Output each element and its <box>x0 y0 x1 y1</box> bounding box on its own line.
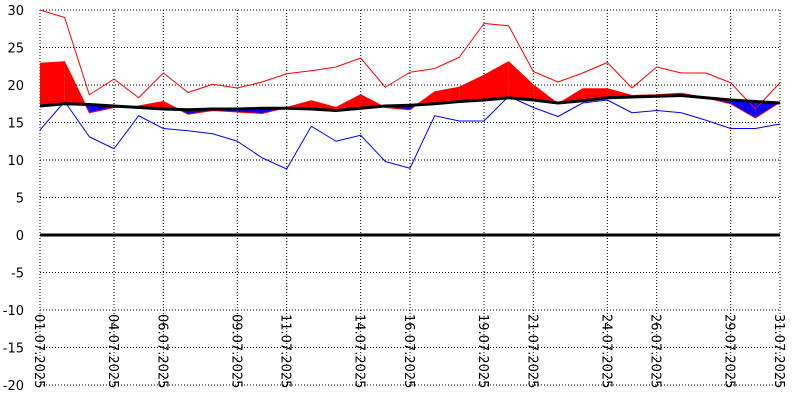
x-tick-label: 16.07.2025 <box>401 314 416 388</box>
grid <box>39 9 781 386</box>
x-tick-label: 21.07.2025 <box>524 314 539 388</box>
y-tick-label: 20 <box>7 79 24 94</box>
y-tick-label: -20 <box>3 379 24 394</box>
y-tick-label: -15 <box>3 342 24 357</box>
x-tick-label: 26.07.2025 <box>648 314 663 388</box>
y-tick-label: 30 <box>7 4 24 19</box>
x-tick-label: 09.07.2025 <box>228 314 243 388</box>
y-tick-label: -5 <box>11 267 24 282</box>
max-temperature-line <box>39 9 781 110</box>
below-normal-area <box>730 100 756 118</box>
above-normal-area <box>434 87 460 104</box>
x-tick-label: 29.07.2025 <box>722 314 737 388</box>
x-tick-label: 11.07.2025 <box>278 314 293 388</box>
x-tick-label: 01.07.2025 <box>31 314 46 388</box>
y-tick-label: -10 <box>3 304 24 319</box>
above-normal-area <box>40 61 65 106</box>
x-tick-label: 06.07.2025 <box>154 314 169 388</box>
y-tick-label: 15 <box>7 117 24 132</box>
x-tick-label: 14.07.2025 <box>352 314 367 388</box>
x-tick-label: 24.07.2025 <box>598 314 613 388</box>
y-tick-label: 25 <box>7 42 24 57</box>
y-tick-label: 10 <box>7 154 24 169</box>
x-tick-label: 19.07.2025 <box>475 314 490 388</box>
above-normal-area <box>484 61 509 100</box>
above-normal-area <box>459 75 484 102</box>
y-tick-labels: -20 -15 -10 -5 0 5 10 15 20 25 30 <box>3 4 24 394</box>
x-tick-label: 04.07.2025 <box>105 314 120 388</box>
normal-temperature-line <box>39 94 781 112</box>
above-normal-area <box>508 61 534 100</box>
x-tick-label: 31.07.2025 <box>771 314 786 388</box>
min-temperature-line <box>39 95 781 170</box>
y-tick-label: 5 <box>16 192 24 207</box>
x-tick-labels: 01.07.2025 04.07.2025 06.07.2025 09.07.2025… <box>31 314 786 388</box>
above-normal-area <box>607 88 632 98</box>
above-normal-area <box>336 94 361 111</box>
series-lines <box>39 9 781 170</box>
y-tick-label: 0 <box>16 229 24 244</box>
